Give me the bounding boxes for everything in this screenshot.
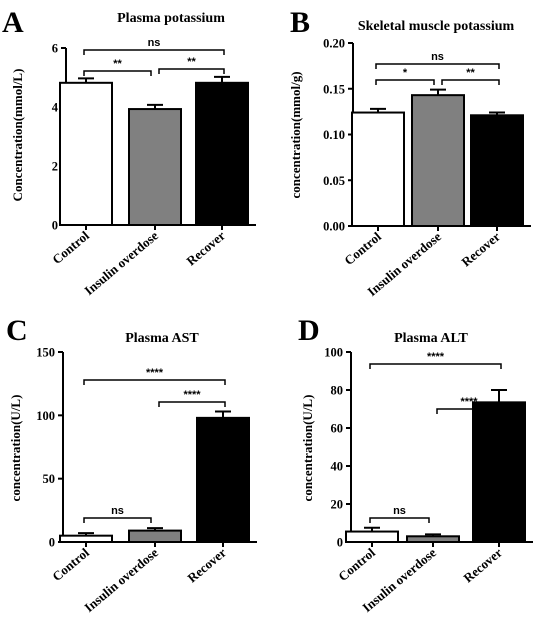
y-tick-label: 0 <box>52 219 58 233</box>
chart-title: Plasma potassium <box>117 11 225 26</box>
x-tick-label: Control <box>49 545 92 584</box>
significance-label: ** <box>113 58 122 70</box>
significance-bracket <box>369 363 502 369</box>
x-tick-label: Recover <box>460 545 505 586</box>
y-axis-label: concentration(mmol/g) <box>288 71 303 198</box>
bar-insulin-overdose <box>128 108 182 226</box>
panel-letter: D <box>298 314 320 347</box>
significance-label: ** <box>466 67 475 79</box>
error-bar <box>491 389 507 403</box>
significance-bracket <box>83 49 225 55</box>
error-bar <box>489 111 505 116</box>
y-tick-label: 0 <box>49 536 55 550</box>
significance-label: ns <box>148 37 161 49</box>
panel-letter: C <box>6 314 28 347</box>
significance-bracket <box>83 70 152 76</box>
x-tick-label: Insulin overdose <box>81 545 161 615</box>
bar-control <box>351 111 405 227</box>
x-tick-label: Control <box>49 228 92 267</box>
y-tick-label: 4 <box>52 101 59 115</box>
y-tick-label: 0.10 <box>323 128 345 142</box>
significance-label: **** <box>427 351 445 363</box>
significance-label: * <box>403 67 408 79</box>
panel-A: A Plasma potassium Concentration(mmol/L) 0 2… <box>2 6 256 298</box>
y-axis-label: concentration(U/L) <box>300 395 315 502</box>
significance-bracket <box>369 517 430 523</box>
significance-label: **** <box>146 367 164 379</box>
x-tick-label: Control <box>335 545 378 584</box>
error-bar <box>425 533 441 537</box>
bar-control <box>345 530 399 543</box>
panel-B: B Skeletal muscle potassium concentration(… <box>288 6 531 299</box>
chart-title: Plasma ALT <box>394 331 468 346</box>
error-bar <box>370 107 386 113</box>
panel-letter: B <box>290 6 310 39</box>
y-tick-label: 100 <box>324 346 343 360</box>
y-axis-label: Concentration(mmol/L) <box>10 69 25 202</box>
error-bar <box>147 103 163 110</box>
significance-label: **** <box>183 389 201 401</box>
significance-bracket <box>375 63 500 69</box>
significance-bracket <box>375 79 435 85</box>
significance-label: ns <box>393 505 406 517</box>
significance-label: ** <box>187 56 196 68</box>
significance-bracket <box>441 79 500 85</box>
x-tick-label: Recover <box>184 545 229 586</box>
error-bar <box>364 526 380 532</box>
y-tick-label: 2 <box>52 160 58 174</box>
bar-insulin-overdose <box>406 535 460 543</box>
error-bar <box>147 527 163 531</box>
chart-title: Plasma AST <box>125 331 199 346</box>
significance-label: ns <box>111 505 124 517</box>
significance-bracket <box>158 401 226 407</box>
x-tick-label: Insulin overdose <box>81 228 161 298</box>
bar-recover <box>196 416 250 543</box>
y-tick-label: 60 <box>331 422 344 436</box>
bar-recover <box>472 401 526 543</box>
y-tick-label: 0.05 <box>323 174 345 188</box>
significance-bracket <box>158 68 225 74</box>
y-tick-label: 0 <box>337 536 343 550</box>
chart-title: Skeletal muscle potassium <box>358 19 515 34</box>
panel-C: C Plasma AST concentration(U/L) 0 50 100 150 Co… <box>6 314 257 615</box>
y-tick-label: 40 <box>331 460 344 474</box>
bar-recover <box>195 81 249 226</box>
bar-insulin-overdose <box>128 529 182 543</box>
y-tick-label: 20 <box>331 498 344 512</box>
x-tick-label: Control <box>341 229 384 268</box>
error-bar <box>215 410 231 418</box>
y-tick-label: 0.15 <box>323 82 345 96</box>
x-tick-label: Recover <box>458 229 503 270</box>
bar-insulin-overdose <box>411 94 465 227</box>
error-bar <box>214 75 230 83</box>
y-tick-label: 100 <box>36 409 55 423</box>
error-bar <box>430 88 446 96</box>
y-tick-label: 0.20 <box>323 37 345 51</box>
bar-control <box>59 81 113 226</box>
y-tick-label: 80 <box>331 384 344 398</box>
significance-label: **** <box>460 396 478 408</box>
y-axis-label: concentration(U/L) <box>8 395 23 502</box>
significance-bracket <box>83 517 152 523</box>
significance-bracket <box>83 379 226 385</box>
error-bar <box>78 77 94 83</box>
y-tick-label: 50 <box>43 472 56 486</box>
error-bar <box>78 532 94 536</box>
y-tick-label: 6 <box>52 42 58 56</box>
x-tick-label: Recover <box>183 228 228 269</box>
bar-control <box>59 534 113 544</box>
panel-D: D Plasma ALT concentration(U/L) 0 20 40 60 80 10… <box>298 314 533 615</box>
significance-bracket <box>436 408 502 414</box>
bar-recover <box>470 114 524 227</box>
panel-letter: A <box>2 6 24 39</box>
y-tick-label: 0.00 <box>323 220 345 234</box>
y-tick-label: 150 <box>36 346 55 360</box>
significance-label: ns <box>431 51 444 63</box>
